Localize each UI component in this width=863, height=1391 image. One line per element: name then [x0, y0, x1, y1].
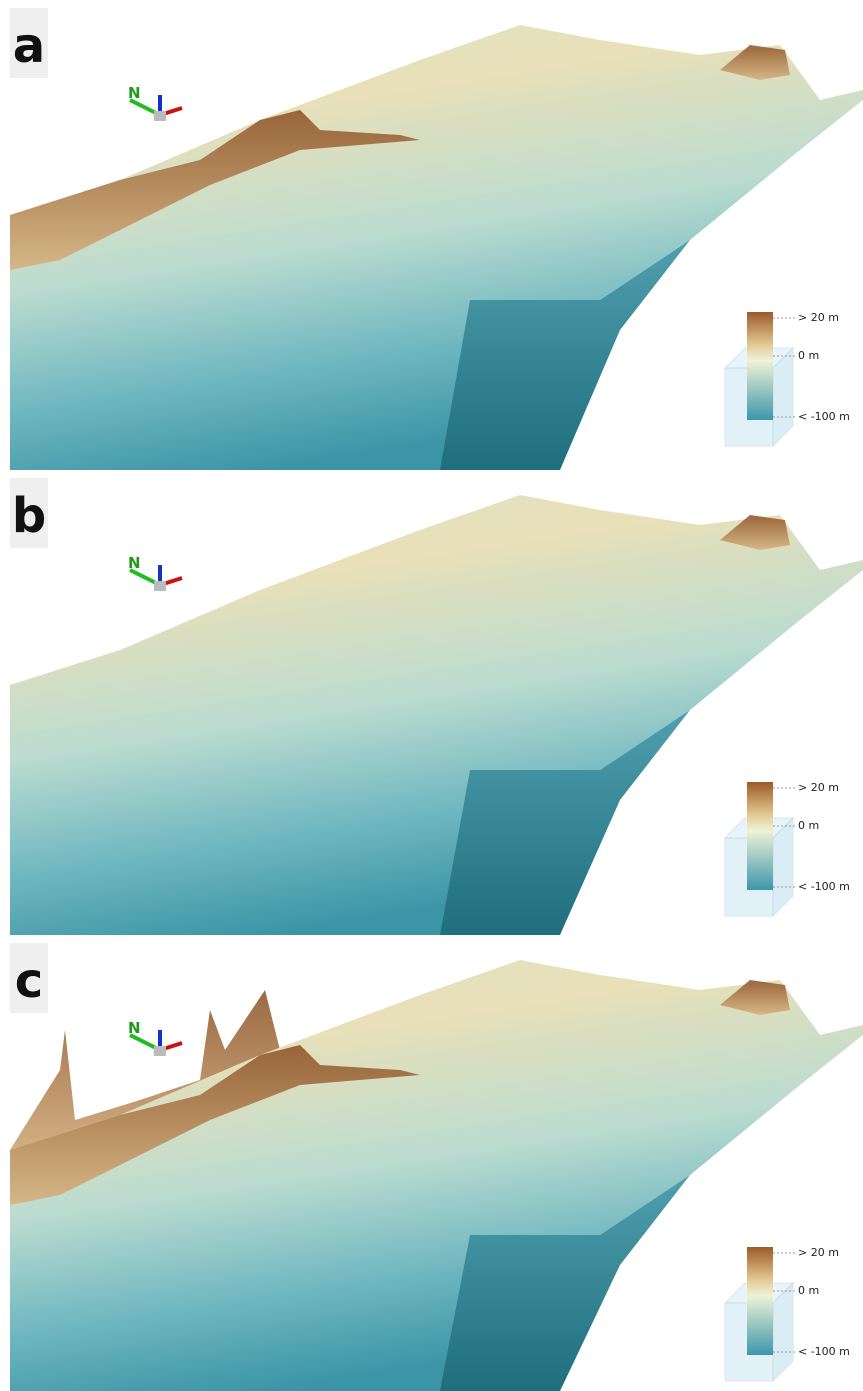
panel-label-box — [10, 8, 48, 78]
terrain-ridge — [10, 110, 420, 270]
legend-label: < -100 m — [798, 880, 850, 893]
legend-label: < -100 m — [798, 1345, 850, 1358]
terrain-ridge — [720, 980, 790, 1015]
compass-label: N — [128, 554, 141, 572]
compass-label: N — [128, 1019, 141, 1037]
terrain-cliff — [440, 1175, 690, 1391]
panel-label-box — [10, 943, 48, 1013]
terrain-cliff — [440, 710, 690, 935]
panel-label-box — [10, 478, 48, 548]
terrain-ridge — [720, 45, 790, 80]
terrain-surface — [10, 960, 863, 1391]
panel: c N > 20 m 0 m < -100 m — [10, 943, 863, 1391]
terrain-cliff — [440, 240, 690, 470]
legend-colorbar — [747, 782, 773, 890]
compass-label: N — [128, 84, 141, 102]
legend-label: > 20 m — [798, 311, 839, 324]
legend-label: < -100 m — [798, 410, 850, 423]
compass-base — [154, 1046, 166, 1056]
legend-label: > 20 m — [798, 781, 839, 794]
terrain-surface — [10, 25, 863, 470]
legend-colorbar — [747, 312, 773, 420]
panel-label: c — [15, 953, 43, 1009]
compass-base — [154, 581, 166, 591]
legend-colorbar — [747, 1247, 773, 1355]
panel-label: b — [12, 488, 46, 544]
panel: a N > 20 m 0 m < -100 m — [10, 8, 863, 470]
terrain-ridge — [720, 515, 790, 550]
terrain-surface — [10, 495, 863, 935]
legend-label: > 20 m — [798, 1246, 839, 1259]
legend-label: 0 m — [798, 819, 819, 832]
terrain-ridge — [10, 1045, 420, 1205]
panel-label: a — [13, 18, 45, 74]
legend-label: 0 m — [798, 349, 819, 362]
compass-base — [154, 111, 166, 121]
legend-label: 0 m — [798, 1284, 819, 1297]
